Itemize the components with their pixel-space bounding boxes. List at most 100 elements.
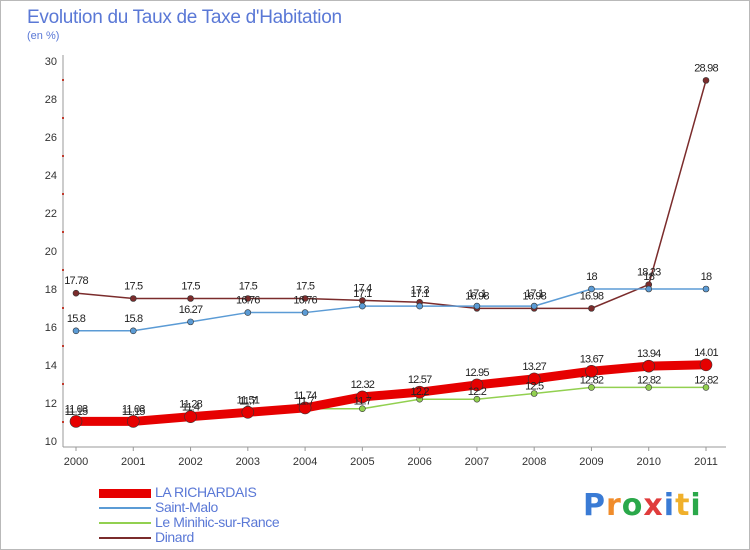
data-label: 12.82 [694,374,718,386]
data-point [129,327,137,335]
y-tick-label: 24 [45,170,57,182]
data-label: 11.74 [294,390,317,402]
data-point [72,289,80,297]
data-point [187,318,194,326]
data-label: 11.03 [65,403,88,415]
data-label: 12.82 [637,374,661,386]
data-label: 12.2 [411,386,430,398]
legend-swatch [99,537,151,539]
y-minor-tick [62,155,64,157]
series-line [75,288,707,332]
data-point [301,295,309,302]
data-point [356,390,369,404]
y-tick-label: 12 [45,398,57,410]
data-point [473,395,481,403]
series-line [75,79,707,310]
y-tick-label: 22 [45,208,57,220]
y-tick-label: 10 [45,436,57,448]
x-tick-label: 2002 [178,456,202,468]
legend-swatch [99,488,151,498]
x-tick-label: 2004 [293,456,317,468]
data-point [702,384,710,391]
data-label: 11.7 [296,396,314,408]
chart-subtitle: (en %) [27,30,60,42]
y-minor-tick [62,345,64,347]
data-label: 17.5 [124,281,143,293]
data-point [359,405,366,413]
legend-label: Dinard [155,529,194,545]
y-tick-label: 28 [45,94,57,106]
y-tick-label: 20 [45,246,57,258]
data-label: 17.3 [411,284,430,296]
data-point [301,309,309,316]
legend-label: LA RICHARDAIS [155,484,257,500]
data-label: 11.03 [122,403,145,415]
data-label: 17.5 [296,281,315,293]
data-label: 18 [643,271,654,283]
x-tick-label: 2011 [694,456,718,468]
data-label: 11.51 [236,394,259,406]
data-label: 13.27 [522,361,546,373]
x-tick-label: 2007 [465,456,489,468]
data-label: 16.98 [580,290,604,302]
data-label: 17.1 [411,288,430,300]
data-label: 16.27 [179,304,203,316]
data-label: 11.15 [65,406,88,418]
y-tick-label: 14 [45,360,57,372]
data-label: 11.7 [354,396,372,408]
data-point [241,406,255,419]
proxiti-logo: Proxiti [583,488,702,523]
data-point [530,302,538,310]
data-point [702,77,710,84]
data-label: 12.82 [580,374,604,386]
data-point [527,372,541,386]
data-point [126,415,140,428]
legend-swatch [99,507,151,509]
chart-title: Evolution du Taux de Taxe d'Habitation [27,7,342,28]
x-tick-label: 2006 [407,456,431,468]
data-point [702,285,710,293]
data-point [413,385,426,399]
legend-label: Le Minihic-sur-Rance [155,514,280,530]
data-label: 28.98 [694,62,718,74]
data-point [69,415,83,428]
data-label: 12.32 [351,379,375,391]
data-point [699,358,713,372]
data-point [244,309,252,316]
y-tick-label: 30 [45,56,57,68]
data-point [244,295,252,302]
x-tick-label: 2009 [579,456,603,468]
data-label: 15.8 [67,313,86,325]
data-label: 16.76 [236,295,260,307]
data-point [416,302,423,310]
data-point [530,390,538,397]
data-point [473,302,481,310]
data-label: 12.2 [468,386,487,398]
x-tick-label: 2008 [522,456,546,468]
data-label: 14.01 [694,347,718,359]
y-minor-tick [62,231,64,233]
x-tick-label: 2003 [236,456,260,468]
y-minor-tick [62,383,64,385]
legend-swatch [99,522,151,524]
data-point [129,295,137,302]
data-label: 11.15 [122,406,145,418]
data-label: 18 [701,271,712,283]
data-point [72,327,80,335]
x-tick-label: 2010 [636,456,660,468]
data-label: 13.94 [637,348,661,360]
data-label: 15.8 [124,313,143,325]
data-label: 16.98 [465,290,489,302]
data-point [187,295,194,302]
data-label: 17.1 [468,288,487,300]
data-point [645,384,653,391]
data-point [645,285,653,293]
data-label: 17.78 [64,275,88,287]
data-point [588,285,595,293]
data-label: 11.7 [239,396,257,408]
x-tick-label: 2005 [350,456,374,468]
data-label: 13.67 [580,353,604,365]
y-tick-label: 18 [45,284,57,296]
